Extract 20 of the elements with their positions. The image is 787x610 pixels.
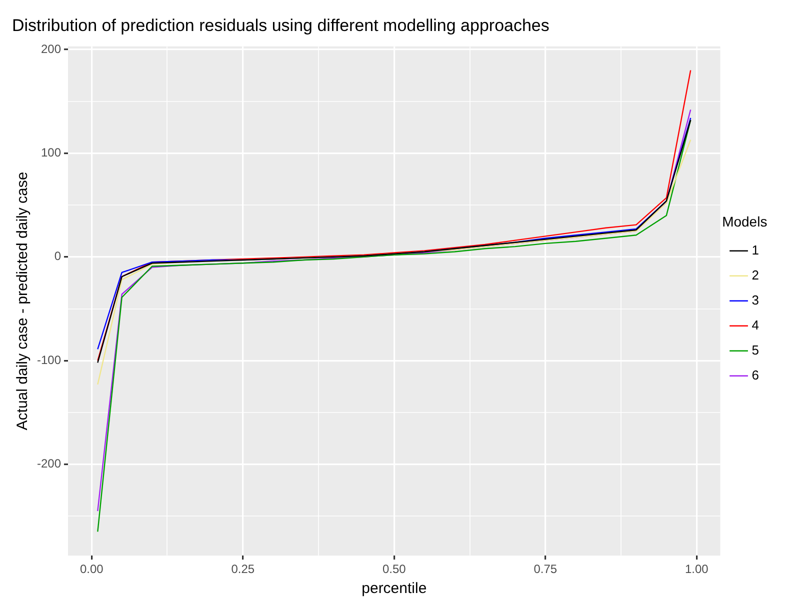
- legend-label: 2: [752, 267, 760, 282]
- y-tick-label: 200: [40, 42, 62, 56]
- legend-title: Models: [722, 213, 768, 230]
- x-tick-label: 0.50: [382, 562, 406, 576]
- x-tick-label: 0.25: [231, 562, 255, 576]
- legend-label: 5: [752, 342, 760, 358]
- y-tick-label: 0: [54, 249, 62, 264]
- x-tick-label: 1.00: [684, 562, 709, 576]
- chart-title: Distribution of prediction residuals using different modelling approaches: [12, 16, 550, 35]
- legend-label: 1: [752, 242, 760, 258]
- y-tick-label: -200: [36, 456, 62, 471]
- x-tick-label: 0.75: [534, 562, 558, 576]
- x-tick-label: 0.00: [80, 562, 104, 576]
- y-axis-title: Actual daily case - predicted daily case: [14, 172, 32, 430]
- legend-label: 4: [752, 317, 760, 332]
- legend-label: 3: [752, 292, 760, 308]
- x-axis-title: percentile: [362, 580, 427, 598]
- legend-label: 6: [752, 367, 760, 382]
- y-tick-label: -100: [36, 352, 62, 367]
- y-tick-label: 100: [40, 146, 62, 160]
